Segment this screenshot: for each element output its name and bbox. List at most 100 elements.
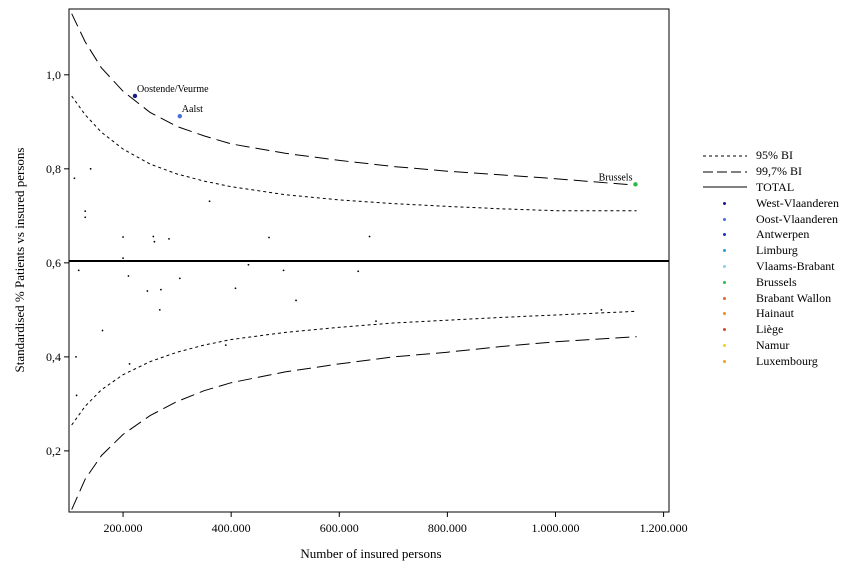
band-lower-long-dash (71, 336, 637, 510)
legend-item: 95% BI (703, 148, 839, 164)
legend-swatch (703, 292, 747, 304)
data-point (600, 308, 603, 311)
data-point (234, 287, 237, 290)
point-label: Aalst (182, 104, 203, 115)
data-point (208, 200, 211, 203)
data-point (268, 236, 270, 239)
data-point (152, 235, 155, 238)
legend-swatch (703, 181, 747, 193)
data-point (75, 355, 77, 358)
y-tick-label: 0,4 (46, 350, 61, 364)
legend-item: Antwerpen (703, 227, 839, 243)
y-tick-label: 0,6 (46, 256, 61, 270)
legend-swatch (703, 229, 747, 241)
legend-dot-icon (723, 264, 726, 268)
legend-item: Namur (703, 338, 839, 354)
legend-dot-icon (723, 328, 726, 332)
legend-item: Vlaams-Brabant (703, 259, 839, 275)
x-tick-label: 200.000 (104, 521, 143, 535)
legend-swatch (703, 166, 747, 178)
legend-item: Limburg (703, 243, 839, 259)
legend-dot-icon (723, 217, 726, 221)
legend-dot-icon (723, 296, 726, 300)
legend-label: Brussels (756, 274, 797, 289)
data-point (224, 344, 227, 347)
legend-line-icon (703, 186, 747, 188)
x-tick-label: 1.000.000 (531, 521, 579, 535)
legend-label: 95% BI (756, 148, 793, 163)
legend-swatch (703, 339, 747, 351)
data-point (122, 236, 124, 238)
legend-label: Luxembourg (756, 353, 818, 368)
point-label: Brussels (599, 172, 633, 183)
legend-label: Liège (756, 322, 784, 337)
legend-swatch (703, 213, 747, 225)
data-point (247, 263, 250, 266)
legend-swatch (703, 308, 747, 320)
y-tick-label: 0,8 (46, 162, 61, 176)
legend-dot-icon (723, 343, 726, 347)
data-point (375, 320, 377, 323)
data-point (73, 177, 76, 180)
legend-swatch (703, 324, 747, 336)
band-upper-short-dash (71, 95, 637, 212)
y-tick-label: 0,2 (46, 444, 61, 458)
data-point (75, 394, 78, 397)
legend-label: Brabant Wallon (756, 290, 832, 305)
legend-swatch (703, 150, 747, 162)
data-point (368, 235, 371, 238)
legend-dot-icon (723, 233, 726, 237)
data-point (89, 167, 92, 170)
legend-line-icon (703, 155, 747, 157)
legend-label: TOTAL (756, 179, 795, 194)
legend-swatch (703, 197, 747, 209)
data-point (101, 329, 104, 332)
legend-dot-icon (723, 359, 726, 363)
legend-item: TOTAL (703, 180, 839, 196)
legend-swatch (703, 245, 747, 257)
x-axis-label: Number of insured persons (300, 546, 441, 561)
data-point (84, 216, 87, 219)
legend-dot-icon (723, 201, 726, 205)
band-lower-short-dash (71, 310, 637, 426)
data-point (153, 240, 156, 243)
legend-item: Oost-Vlaanderen (703, 211, 839, 227)
point-label: Oostende/Veurme (137, 84, 209, 95)
legend-item: 99,7% BI (703, 164, 839, 180)
point-oost-vlaanderen (177, 113, 183, 119)
legend-label: Vlaams-Brabant (756, 258, 835, 273)
legend-dot-icon (723, 249, 726, 253)
legend-label: Namur (756, 337, 790, 352)
data-point (84, 210, 87, 213)
y-axis-label: Standardised % Patients vs insured perso… (12, 148, 27, 373)
data-point (159, 288, 162, 291)
point-west-vlaanderen (132, 93, 138, 99)
data-point (127, 275, 130, 277)
legend-item: West-Vlaanderen (703, 195, 839, 211)
legend-dot-icon (723, 312, 726, 316)
legend-label: Oost-Vlaanderen (756, 211, 838, 226)
x-tick-label: 800.000 (428, 521, 467, 535)
legend-item: Brussels (703, 274, 839, 290)
data-point (122, 257, 124, 260)
legend-item: Brabant Wallon (703, 290, 839, 306)
data-point (158, 308, 161, 311)
data-point (77, 269, 80, 272)
x-tick-label: 600.000 (320, 521, 359, 535)
x-tick-label: 1.200.000 (640, 521, 688, 535)
legend-label: Hainaut (756, 306, 794, 321)
legend-item: Luxembourg (703, 353, 839, 369)
legend-swatch (703, 276, 747, 288)
band-upper-long-dash (71, 13, 637, 186)
point-brussels (633, 182, 638, 187)
data-point (178, 277, 181, 280)
legend-label: Limburg (756, 243, 798, 258)
legend-line-icon (703, 171, 747, 173)
data-point (128, 363, 131, 365)
legend-item: Liège (703, 322, 839, 338)
legend-label: Antwerpen (756, 227, 810, 242)
legend-label: West-Vlaanderen (756, 195, 839, 210)
legend-label: 99,7% BI (756, 164, 802, 179)
legend: 95% BI 99,7% BI TOTAL West-Vlaanderen Oost-V… (703, 148, 839, 369)
